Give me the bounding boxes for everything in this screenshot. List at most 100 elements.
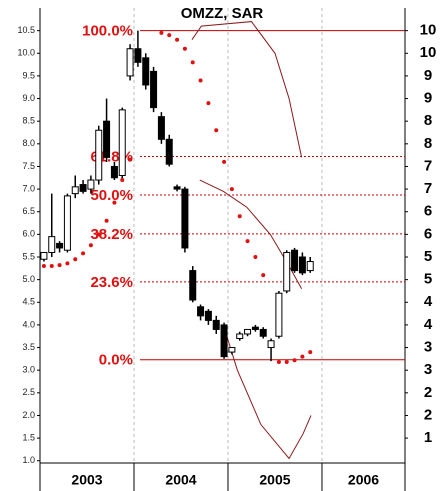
candle-body [291,249,299,272]
sar-dot [292,358,297,363]
candle-body [142,57,150,86]
chart-title: OMZZ, SAR [181,5,264,22]
fib-label: 50.0% [90,187,133,204]
sar-dot [175,37,180,42]
y-tick-label: 6.5 [22,206,35,216]
sar-dot [214,128,219,133]
y-tick-label: 8.0 [22,138,35,148]
indicator-line [222,324,312,460]
candle-body [118,109,126,177]
candle-body [95,129,103,181]
sar-dot [88,243,93,248]
y2-tick-label: 10 [420,22,437,39]
sar-dot [222,159,227,164]
y2-tick-label: 8 [424,135,432,152]
candle-body [165,138,173,165]
candle-body [306,261,314,272]
y-tick-label: 10.5 [17,25,35,35]
sar-dot [159,30,164,35]
sar-dot [261,273,266,278]
y2-tick-label: 6 [424,203,432,220]
candle-body [220,324,228,358]
sar-dot [237,214,242,219]
candle-body [103,120,111,158]
candle-body [126,48,134,77]
candle-body [56,242,64,249]
indicator-line [191,21,303,158]
sar-dot [284,360,289,365]
candle-body [87,179,95,190]
y-tick-label: 4.5 [22,297,35,307]
sar-dot [300,354,305,359]
sar-dot [182,46,187,51]
y2-tick-label: 3 [424,361,432,378]
candle-body [204,310,212,321]
fib-label: 38.2% [90,226,133,243]
sar-dot [49,264,54,269]
y2-tick-label: 9 [424,90,432,107]
x-tick-label: 2004 [165,472,196,488]
y-tick-label: 2.0 [22,410,35,420]
candle-body [298,256,306,274]
y-tick-label: 1.5 [22,432,35,442]
x-tick-label: 2003 [71,472,102,488]
y-tick-label: 7.0 [22,183,35,193]
candle-body [181,188,189,249]
sar-dot [41,264,46,269]
sar-dot [96,232,101,237]
candle-body [259,328,267,337]
y2-tick-label: 4 [424,316,433,333]
sar-dot [276,360,281,365]
y-tick-label: 5.0 [22,274,35,284]
candle-body [110,165,118,179]
x-tick-label: 2006 [348,472,379,488]
candle-body [251,326,259,330]
candle-body [212,319,220,330]
x-tick-label: 2005 [259,472,290,488]
sar-dot [57,263,62,268]
y2-tick-label: 5 [424,248,432,265]
candle-body [267,340,275,349]
y-tick-label: 8.5 [22,116,35,126]
y2-tick-label: 7 [424,180,432,197]
sar-dot [229,187,234,192]
candle-body [173,186,181,190]
y2-tick-label: 3 [424,339,432,356]
candle-body [236,333,244,339]
sar-dot [128,157,133,162]
candle-body [134,48,142,63]
candle-body [48,236,56,253]
y2-tick-label: 1 [424,429,432,446]
y-tick-label: 7.5 [22,161,35,171]
candle-body [157,116,165,140]
candle-body [79,184,87,192]
y-tick-label: 10.0 [17,48,35,58]
sar-dot [104,218,109,223]
candle-body [244,328,252,335]
y2-tick-label: 9 [424,67,432,84]
sar-dot [308,350,313,355]
candle-body [283,251,291,292]
y2-tick-label: 5 [424,271,432,288]
y-tick-label: 2.5 [22,387,35,397]
y2-tick-label: 7 [424,157,432,174]
sar-dot [245,239,250,244]
y2-tick-label: 6 [424,225,432,242]
sar-dot [253,255,258,260]
candle-body [40,251,48,260]
sar-dot [112,200,117,205]
fib-label: 100.0% [82,23,133,40]
fib-label: 23.6% [90,274,133,291]
y-tick-label: 4.0 [22,319,35,329]
y-tick-label: 1.0 [22,455,35,465]
y2-tick-label: 2 [424,384,432,401]
y-tick-label: 3.5 [22,342,35,352]
sar-dot [73,257,78,262]
candle-body [197,306,205,317]
y2-tick-label: 10 [420,44,437,61]
y2-tick-label: 8 [424,112,432,129]
y-tick-label: 3.0 [22,365,35,375]
sar-dot [167,33,172,38]
